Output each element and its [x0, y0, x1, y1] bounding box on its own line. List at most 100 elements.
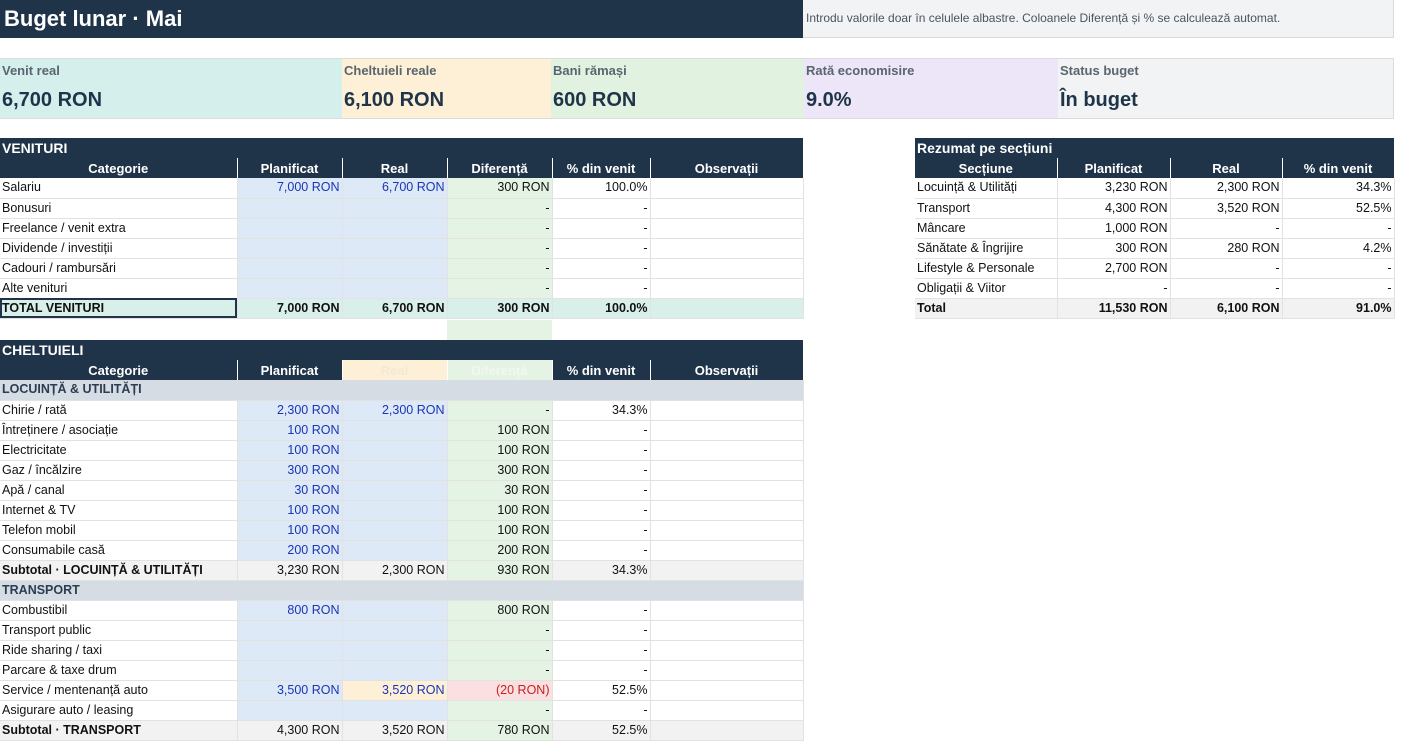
- subtotal-notes-cell[interactable]: [650, 720, 804, 741]
- subtotal-real-cell[interactable]: 3,520 RON: [342, 720, 448, 741]
- notes-cell[interactable]: [650, 660, 804, 681]
- percent-cell[interactable]: -: [552, 440, 651, 461]
- category-cell[interactable]: Consumabile casă: [0, 540, 238, 561]
- column-header[interactable]: Diferență: [447, 360, 553, 380]
- category-cell[interactable]: Bonusuri: [0, 198, 238, 219]
- percent-cell[interactable]: 4.2%: [1282, 238, 1395, 259]
- difference-cell[interactable]: -: [447, 198, 553, 219]
- real-cell[interactable]: 280 RON: [1170, 238, 1283, 259]
- category-cell[interactable]: Ride sharing / taxi: [0, 640, 238, 661]
- percent-cell[interactable]: -: [552, 460, 651, 481]
- percent-cell[interactable]: -: [552, 218, 651, 239]
- planned-cell[interactable]: 1,000 RON: [1057, 218, 1171, 239]
- real-cell[interactable]: [342, 620, 448, 641]
- real-cell[interactable]: [342, 600, 448, 621]
- category-cell[interactable]: Apă / canal: [0, 480, 238, 501]
- column-header[interactable]: Secțiune: [915, 158, 1058, 178]
- real-cell[interactable]: [342, 420, 448, 441]
- notes-cell[interactable]: [650, 198, 804, 219]
- column-header[interactable]: Planificat: [237, 360, 343, 380]
- real-cell[interactable]: [342, 540, 448, 561]
- planned-cell[interactable]: [237, 660, 343, 681]
- percent-cell[interactable]: -: [552, 660, 651, 681]
- real-cell[interactable]: [342, 700, 448, 721]
- subtotal-notes-cell[interactable]: [650, 560, 804, 581]
- difference-cell[interactable]: -: [447, 700, 553, 721]
- total-real-cell[interactable]: 6,700 RON: [342, 298, 448, 319]
- subtotal-real-cell[interactable]: 2,300 RON: [342, 560, 448, 581]
- column-header[interactable]: % din venit: [552, 360, 651, 380]
- real-cell[interactable]: [342, 258, 448, 279]
- subtotal-planned-cell[interactable]: 4,300 RON: [237, 720, 343, 741]
- notes-cell[interactable]: [650, 700, 804, 721]
- total-label-cell[interactable]: TOTAL VENITURI: [0, 298, 238, 319]
- planned-cell[interactable]: [237, 620, 343, 641]
- notes-cell[interactable]: [650, 258, 804, 279]
- percent-cell[interactable]: -: [552, 480, 651, 501]
- percent-cell[interactable]: 34.3%: [552, 400, 651, 421]
- percent-cell[interactable]: -: [1282, 258, 1395, 279]
- planned-cell[interactable]: 30 RON: [237, 480, 343, 501]
- notes-cell[interactable]: [650, 500, 804, 521]
- category-cell[interactable]: Întreținere / asociație: [0, 420, 238, 441]
- planned-cell[interactable]: [237, 278, 343, 299]
- kpi-cheltuieli-reale[interactable]: Cheltuieli reale 6,100 RON: [342, 58, 551, 119]
- percent-cell[interactable]: -: [552, 640, 651, 661]
- percent-cell[interactable]: -: [1282, 218, 1395, 239]
- real-cell[interactable]: 3,520 RON: [1170, 198, 1283, 219]
- category-cell[interactable]: Dividende / investiții: [0, 238, 238, 259]
- real-cell[interactable]: 2,300 RON: [1170, 178, 1283, 199]
- percent-cell[interactable]: -: [552, 238, 651, 259]
- notes-cell[interactable]: [650, 600, 804, 621]
- difference-cell[interactable]: 200 RON: [447, 540, 553, 561]
- real-cell[interactable]: [342, 440, 448, 461]
- difference-cell[interactable]: -: [447, 660, 553, 681]
- percent-cell[interactable]: -: [552, 620, 651, 641]
- subtotal-label-cell[interactable]: Subtotal · LOCUINȚĂ & UTILITĂȚI: [0, 560, 238, 581]
- category-cell[interactable]: Asigurare auto / leasing: [0, 700, 238, 721]
- category-cell[interactable]: Combustibil: [0, 600, 238, 621]
- notes-cell[interactable]: [650, 238, 804, 259]
- empty-difference-cell[interactable]: [447, 320, 552, 340]
- kpi-rata-economisire[interactable]: Rată economisire 9.0%: [804, 58, 1058, 119]
- total-label-cell[interactable]: Total: [915, 298, 1058, 319]
- column-header[interactable]: Real: [342, 360, 448, 380]
- planned-cell[interactable]: 2,700 RON: [1057, 258, 1171, 279]
- category-cell[interactable]: Freelance / venit extra: [0, 218, 238, 239]
- section-cell[interactable]: Locuință & Utilități: [915, 178, 1058, 199]
- real-cell[interactable]: -: [1170, 218, 1283, 239]
- difference-cell[interactable]: -: [447, 640, 553, 661]
- difference-cell[interactable]: -: [447, 238, 553, 259]
- difference-cell[interactable]: 100 RON: [447, 420, 553, 441]
- notes-cell[interactable]: [650, 400, 804, 421]
- planned-cell[interactable]: 300 RON: [237, 460, 343, 481]
- percent-cell[interactable]: -: [552, 540, 651, 561]
- percent-cell[interactable]: 34.3%: [1282, 178, 1395, 199]
- planned-cell[interactable]: 200 RON: [237, 540, 343, 561]
- planned-cell[interactable]: 100 RON: [237, 420, 343, 441]
- column-header[interactable]: Diferență: [447, 158, 553, 178]
- difference-cell[interactable]: -: [447, 218, 553, 239]
- total-planned-cell[interactable]: 11,530 RON: [1057, 298, 1171, 319]
- column-header[interactable]: Planificat: [237, 158, 343, 178]
- difference-cell[interactable]: 100 RON: [447, 520, 553, 541]
- column-header[interactable]: Categorie: [0, 158, 238, 178]
- section-cell[interactable]: Mâncare: [915, 218, 1058, 239]
- percent-cell[interactable]: 52.5%: [1282, 198, 1395, 219]
- percent-cell[interactable]: -: [552, 258, 651, 279]
- percent-cell[interactable]: -: [552, 198, 651, 219]
- notes-cell[interactable]: [650, 178, 804, 199]
- total-planned-cell[interactable]: 7,000 RON: [237, 298, 343, 319]
- category-cell[interactable]: Telefon mobil: [0, 520, 238, 541]
- real-cell[interactable]: [342, 278, 448, 299]
- real-cell[interactable]: [342, 480, 448, 501]
- planned-cell[interactable]: 100 RON: [237, 500, 343, 521]
- subtotal-difference-cell[interactable]: 930 RON: [447, 560, 553, 581]
- difference-cell[interactable]: 30 RON: [447, 480, 553, 501]
- subtotal-percent-cell[interactable]: 34.3%: [552, 560, 651, 581]
- percent-cell[interactable]: -: [552, 420, 651, 441]
- category-cell[interactable]: Cadouri / rambursări: [0, 258, 238, 279]
- category-cell[interactable]: Service / mentenanță auto: [0, 680, 238, 701]
- real-cell[interactable]: [342, 660, 448, 681]
- planned-cell[interactable]: 3,230 RON: [1057, 178, 1171, 199]
